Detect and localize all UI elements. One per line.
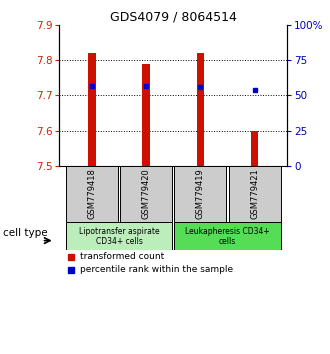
Bar: [120, 166, 172, 222]
Bar: [66, 222, 172, 251]
Title: GDS4079 / 8064514: GDS4079 / 8064514: [110, 11, 237, 24]
Bar: [174, 166, 226, 222]
Text: transformed count: transformed count: [80, 252, 164, 261]
Text: cell type: cell type: [3, 228, 48, 238]
Bar: [142, 64, 150, 166]
Text: GSM779419: GSM779419: [196, 169, 205, 219]
Text: GSM779420: GSM779420: [142, 169, 150, 219]
Bar: [229, 166, 280, 222]
Text: Lipotransfer aspirate
CD34+ cells: Lipotransfer aspirate CD34+ cells: [79, 227, 159, 246]
Text: Leukapheresis CD34+
cells: Leukapheresis CD34+ cells: [185, 227, 270, 246]
Bar: [251, 131, 258, 166]
Text: GSM779418: GSM779418: [87, 169, 96, 219]
Bar: [66, 166, 118, 222]
Bar: [174, 222, 280, 251]
Bar: [197, 53, 204, 166]
Bar: [88, 53, 96, 166]
Text: percentile rank within the sample: percentile rank within the sample: [80, 265, 233, 274]
Text: GSM779421: GSM779421: [250, 169, 259, 219]
